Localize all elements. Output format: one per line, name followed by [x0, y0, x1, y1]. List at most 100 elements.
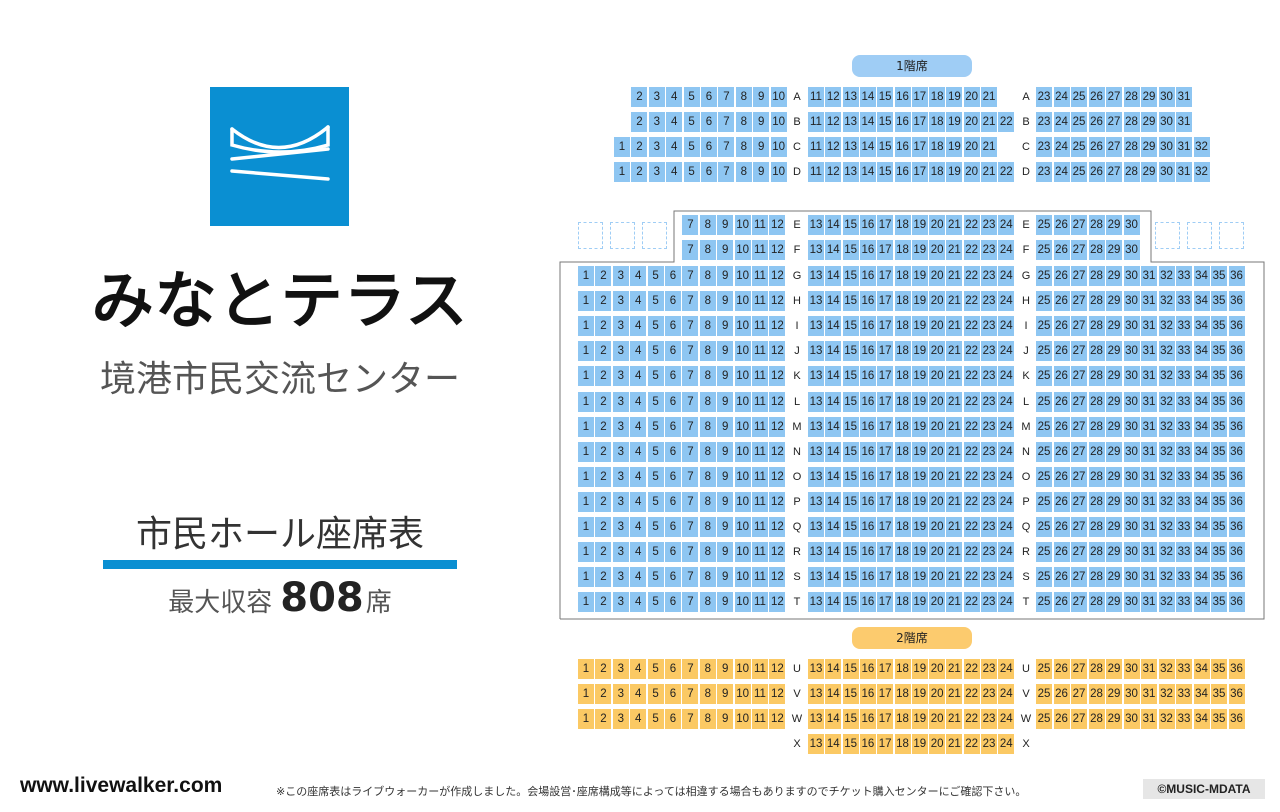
- seat-P-16: 16: [859, 491, 876, 512]
- seat-D-30: 30: [1158, 162, 1175, 182]
- seat-C-1: 1: [614, 137, 630, 157]
- seat-B-26: 26: [1088, 112, 1105, 132]
- seat-H-8: 8: [699, 291, 716, 312]
- seat-O-28: 28: [1088, 466, 1105, 487]
- seat-V-30: 30: [1123, 684, 1140, 704]
- seat-G-25: 25: [1036, 266, 1052, 286]
- seat-placeholder: [578, 222, 603, 249]
- seat-J-26: 26: [1053, 341, 1070, 362]
- seat-S-29: 29: [1106, 567, 1122, 588]
- seat-A-15: 15: [877, 87, 894, 107]
- seat-J-13: 13: [808, 341, 824, 362]
- seat-H-13: 13: [808, 291, 824, 312]
- seat-T-1: 1: [578, 592, 594, 613]
- seat-A-12: 12: [825, 87, 842, 107]
- seat-L-33: 33: [1176, 391, 1192, 412]
- seat-U-13: 13: [808, 659, 824, 679]
- seat-N-30: 30: [1123, 441, 1140, 462]
- seat-O-3: 3: [612, 466, 629, 487]
- seat-J-6: 6: [665, 341, 681, 362]
- seat-T-12: 12: [769, 592, 786, 613]
- seat-C-18: 18: [929, 137, 946, 157]
- seat-H-21: 21: [946, 291, 963, 312]
- seat-V-27: 27: [1071, 684, 1087, 704]
- seat-R-21: 21: [946, 542, 963, 563]
- seat-G-28: 28: [1088, 266, 1105, 286]
- row-label-O-right: O: [1021, 470, 1031, 483]
- row-label-M-left: M: [792, 420, 802, 433]
- seat-F-28: 28: [1088, 240, 1105, 260]
- seat-placeholder: [1187, 222, 1212, 249]
- seat-T-13: 13: [808, 592, 824, 613]
- seat-O-15: 15: [842, 466, 859, 487]
- seat-I-30: 30: [1123, 316, 1140, 337]
- seat-N-2: 2: [595, 441, 612, 462]
- seat-N-6: 6: [665, 441, 681, 462]
- seat-F-13: 13: [808, 240, 824, 260]
- seat-F-24: 24: [998, 240, 1015, 260]
- seat-Q-12: 12: [769, 517, 786, 537]
- seat-Q-28: 28: [1088, 517, 1105, 537]
- seat-S-5: 5: [647, 567, 664, 588]
- seat-I-20: 20: [929, 316, 946, 337]
- seat-V-32: 32: [1158, 684, 1175, 704]
- seat-A-31: 31: [1176, 87, 1192, 107]
- seat-W-35: 35: [1211, 709, 1227, 729]
- seat-E-23: 23: [981, 215, 997, 235]
- seat-U-12: 12: [769, 659, 786, 679]
- seat-P-28: 28: [1088, 491, 1105, 512]
- seat-V-9: 9: [717, 684, 734, 704]
- seat-M-21: 21: [946, 416, 963, 437]
- seat-Q-21: 21: [946, 517, 963, 537]
- capacity-label: 最大収容: [168, 588, 273, 618]
- seat-Q-35: 35: [1211, 517, 1227, 537]
- seat-L-32: 32: [1158, 391, 1175, 412]
- seat-M-11: 11: [752, 416, 768, 437]
- seat-R-33: 33: [1176, 542, 1192, 563]
- seat-T-11: 11: [752, 592, 768, 613]
- seat-O-34: 34: [1193, 466, 1210, 487]
- seat-F-19: 19: [911, 240, 928, 260]
- seat-N-21: 21: [946, 441, 963, 462]
- seat-D-11: 11: [808, 162, 824, 182]
- row-label-P-right: P: [1022, 495, 1030, 508]
- seat-O-19: 19: [911, 466, 928, 487]
- seat-L-13: 13: [808, 391, 824, 412]
- seat-I-34: 34: [1193, 316, 1210, 337]
- seat-K-12: 12: [769, 366, 786, 387]
- seat-D-13: 13: [842, 162, 859, 182]
- seat-E-12: 12: [769, 215, 786, 235]
- row-label-E-left: E: [793, 219, 801, 231]
- seat-C-8: 8: [735, 137, 752, 157]
- seat-J-32: 32: [1158, 341, 1175, 362]
- seat-L-15: 15: [842, 391, 859, 412]
- seat-K-28: 28: [1088, 366, 1105, 387]
- seat-H-31: 31: [1141, 291, 1157, 312]
- seat-J-8: 8: [699, 341, 716, 362]
- seat-H-35: 35: [1211, 291, 1227, 312]
- seat-C-24: 24: [1053, 137, 1070, 157]
- seat-O-2: 2: [595, 466, 612, 487]
- seat-W-22: 22: [963, 709, 980, 729]
- seat-A-28: 28: [1123, 87, 1140, 107]
- seat-P-25: 25: [1036, 491, 1052, 512]
- seat-G-10: 10: [734, 266, 751, 286]
- seat-W-14: 14: [825, 709, 842, 729]
- disclaimer-note: ※この座席表はライブウォーカーが作成しました。会場設営･座席構成等によっては相違…: [276, 785, 1027, 798]
- seat-W-4: 4: [630, 709, 647, 729]
- seat-G-29: 29: [1106, 266, 1122, 286]
- seat-S-31: 31: [1141, 567, 1157, 588]
- seat-T-5: 5: [647, 592, 664, 613]
- row-label-H-left: H: [793, 295, 801, 308]
- seat-O-22: 22: [963, 466, 980, 487]
- seat-H-30: 30: [1123, 291, 1140, 312]
- seat-J-30: 30: [1123, 341, 1140, 362]
- seat-B-28: 28: [1123, 112, 1140, 132]
- seat-P-26: 26: [1053, 491, 1070, 512]
- seat-U-28: 28: [1088, 659, 1105, 679]
- seat-P-29: 29: [1106, 491, 1122, 512]
- seat-W-25: 25: [1036, 709, 1052, 729]
- seat-T-14: 14: [825, 592, 842, 613]
- seat-R-8: 8: [699, 542, 716, 563]
- seat-D-10: 10: [770, 162, 787, 182]
